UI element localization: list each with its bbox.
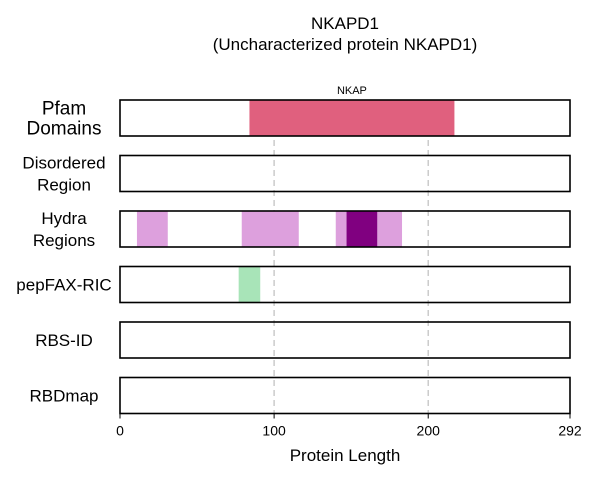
x-tick-label: 100	[262, 423, 286, 439]
track-row: pepFAX-RIC	[16, 265, 571, 304]
track-label: pepFAX-RIC	[16, 275, 111, 294]
track-row: RBDmap	[30, 376, 571, 415]
chart-subtitle: (Uncharacterized protein NKAPD1)	[213, 35, 478, 54]
feature-segment	[346, 211, 378, 247]
track-row: Hydra Regions	[33, 209, 571, 250]
track-frame	[119, 265, 571, 304]
track-frame	[119, 99, 571, 137]
track-frame	[119, 154, 571, 193]
track-label: RBDmap	[30, 386, 99, 405]
track-label: Region	[37, 175, 91, 194]
track-frame	[119, 210, 571, 248]
track-label: Disordered	[22, 153, 105, 172]
track-row: Disordered Region	[22, 153, 571, 194]
feature-annotation: NKAP	[337, 85, 367, 97]
track-label: Domains	[27, 119, 102, 140]
x-axis-label: Protein Length	[290, 446, 401, 465]
feature-segment	[335, 211, 347, 247]
gridlines	[273, 100, 429, 414]
track-label: Hydra	[41, 209, 87, 228]
feature-segment	[249, 100, 455, 136]
feature-segment	[136, 211, 168, 247]
x-tick-label: 200	[417, 423, 441, 439]
track-frame	[119, 376, 571, 415]
x-tick-label: 292	[558, 423, 582, 439]
chart-title: NKAPD1	[311, 14, 379, 33]
track-label: Pfam	[42, 99, 86, 120]
feature-segment	[238, 266, 261, 303]
track-row: RBS-ID	[35, 321, 571, 359]
track-label: Regions	[33, 231, 95, 250]
feature-segment	[377, 211, 403, 247]
track-frame	[119, 321, 571, 359]
x-tick-label: 0	[116, 423, 124, 439]
feature-segment	[241, 211, 299, 247]
x-axis: 0 100 200 292	[116, 413, 582, 439]
track-label: RBS-ID	[35, 331, 93, 350]
